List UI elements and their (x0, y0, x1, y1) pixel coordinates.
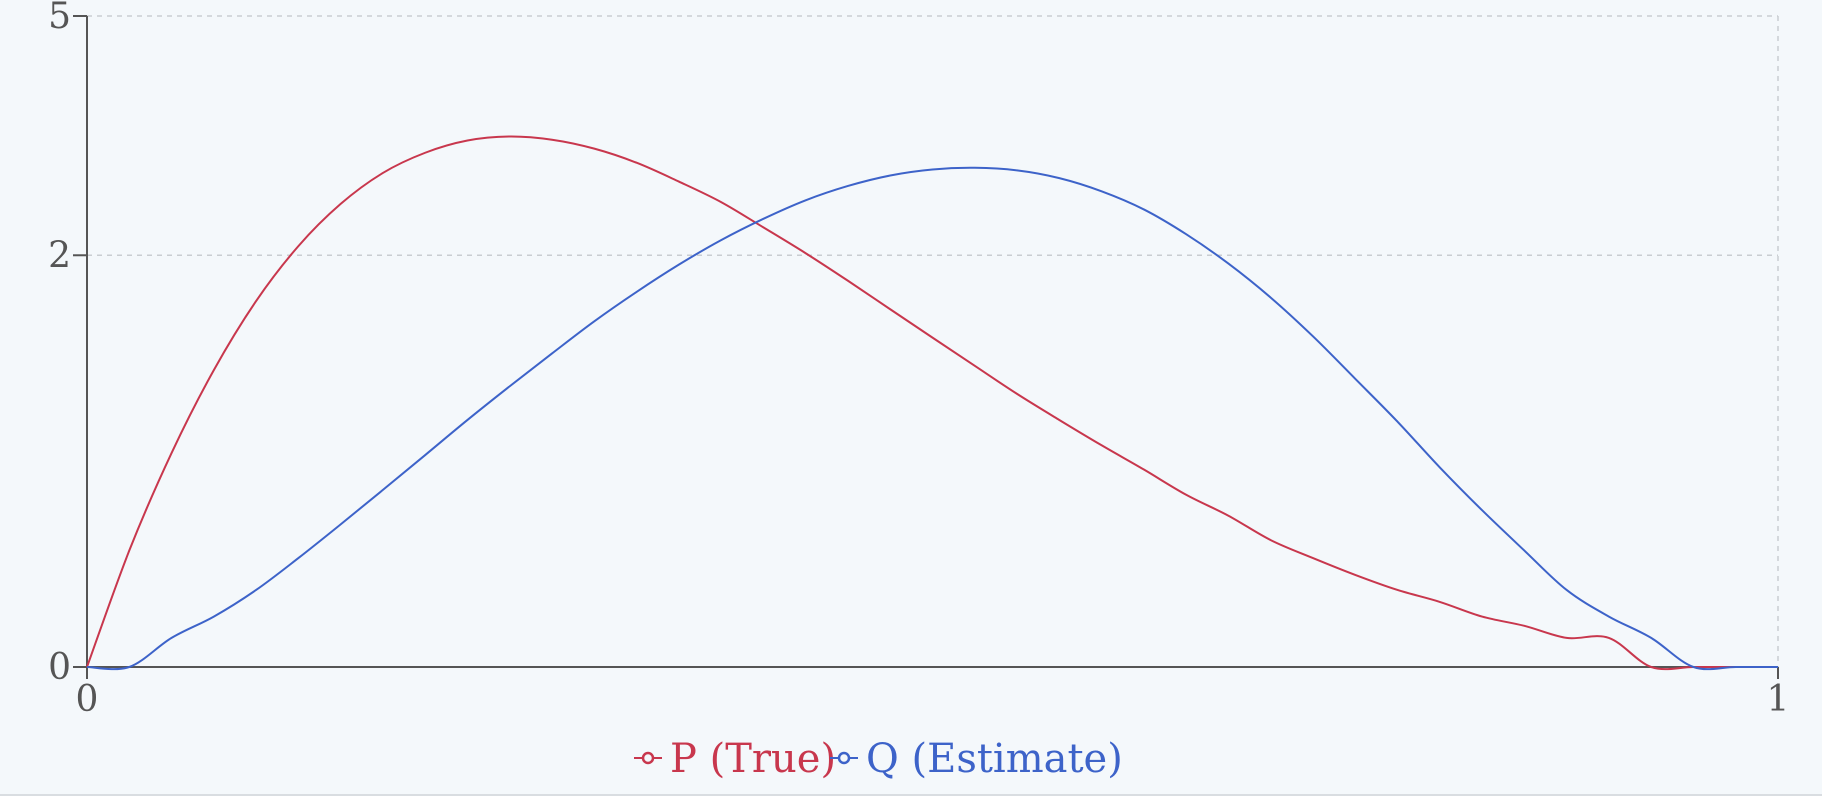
x-tick-label-1: 1 (1767, 679, 1790, 720)
series-lines (86, 135, 1778, 671)
legend-marker-q-estimate (837, 751, 851, 765)
legend-marker-p-true (641, 751, 655, 765)
y-tick-label-0: 0 (48, 647, 71, 688)
legend-label-q-estimate: Q (Estimate) (866, 736, 1123, 782)
legend: P (True) Q (Estimate) (634, 736, 1123, 782)
axes: 0 2 5 0 1 (48, 0, 1789, 720)
series-line-q-estimate (86, 166, 1778, 671)
x-tick-label-0: 0 (76, 679, 99, 720)
series-line-p-true (86, 135, 1778, 671)
y-tick-label-5: 5 (48, 0, 71, 37)
grid-lines (87, 15, 1779, 667)
legend-label-p-true: P (True) (670, 736, 836, 782)
y-tick-label-2: 2 (48, 235, 71, 276)
